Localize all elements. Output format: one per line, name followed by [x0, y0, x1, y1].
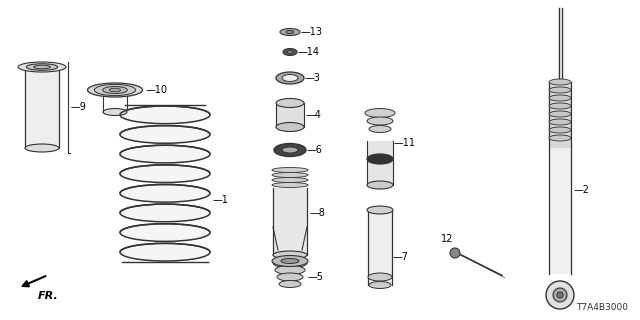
Text: —2: —2 — [574, 185, 590, 195]
Text: —1: —1 — [213, 195, 229, 205]
Ellipse shape — [120, 145, 210, 163]
Text: —11: —11 — [394, 138, 416, 148]
Ellipse shape — [549, 119, 571, 125]
Ellipse shape — [274, 143, 306, 156]
Ellipse shape — [26, 64, 58, 70]
Ellipse shape — [546, 281, 574, 309]
Ellipse shape — [286, 30, 294, 34]
Polygon shape — [273, 188, 307, 255]
Ellipse shape — [272, 255, 308, 267]
Polygon shape — [549, 82, 571, 148]
Text: T7A4B3000: T7A4B3000 — [576, 303, 628, 312]
Ellipse shape — [34, 65, 51, 69]
Ellipse shape — [102, 86, 127, 93]
Ellipse shape — [549, 87, 571, 93]
Ellipse shape — [549, 127, 571, 133]
Text: —14: —14 — [298, 47, 320, 57]
Ellipse shape — [367, 181, 393, 189]
Ellipse shape — [120, 165, 210, 182]
Ellipse shape — [103, 108, 127, 116]
Ellipse shape — [549, 79, 571, 85]
Ellipse shape — [280, 28, 300, 36]
Ellipse shape — [273, 258, 307, 268]
Ellipse shape — [282, 147, 298, 153]
Ellipse shape — [275, 266, 305, 275]
Text: —8: —8 — [310, 207, 326, 218]
Ellipse shape — [279, 281, 301, 287]
Ellipse shape — [18, 62, 66, 72]
Ellipse shape — [277, 273, 303, 281]
Ellipse shape — [120, 243, 210, 261]
Ellipse shape — [120, 106, 210, 124]
Text: —3: —3 — [305, 73, 321, 83]
Ellipse shape — [273, 251, 307, 259]
Text: —5: —5 — [308, 272, 324, 282]
Ellipse shape — [369, 125, 391, 132]
Ellipse shape — [553, 288, 567, 302]
Ellipse shape — [282, 75, 298, 82]
Polygon shape — [368, 210, 392, 285]
Ellipse shape — [120, 185, 210, 202]
Ellipse shape — [549, 111, 571, 117]
Circle shape — [450, 248, 460, 258]
Ellipse shape — [120, 126, 210, 143]
Ellipse shape — [94, 84, 136, 96]
Ellipse shape — [272, 167, 308, 172]
Ellipse shape — [272, 178, 308, 182]
Ellipse shape — [281, 259, 299, 263]
Ellipse shape — [120, 204, 210, 222]
Ellipse shape — [120, 224, 210, 241]
Ellipse shape — [367, 154, 393, 164]
Ellipse shape — [368, 273, 392, 281]
Text: —10: —10 — [145, 85, 168, 95]
Ellipse shape — [272, 182, 308, 188]
Ellipse shape — [367, 206, 393, 214]
Ellipse shape — [557, 292, 563, 298]
Ellipse shape — [549, 103, 571, 109]
Ellipse shape — [276, 99, 304, 108]
Ellipse shape — [365, 108, 395, 117]
Text: 12: 12 — [441, 234, 453, 244]
Text: FR.: FR. — [38, 291, 59, 301]
Polygon shape — [367, 141, 393, 185]
Ellipse shape — [549, 135, 571, 141]
Ellipse shape — [369, 282, 391, 289]
Text: —6: —6 — [307, 145, 323, 155]
Text: —9: —9 — [71, 102, 87, 113]
Text: —7: —7 — [393, 252, 409, 262]
Ellipse shape — [367, 117, 393, 125]
Ellipse shape — [109, 88, 120, 92]
Ellipse shape — [276, 72, 304, 84]
Ellipse shape — [287, 51, 293, 53]
Polygon shape — [276, 103, 304, 127]
Ellipse shape — [276, 123, 304, 132]
Polygon shape — [549, 148, 571, 274]
Ellipse shape — [283, 49, 297, 55]
Text: —13: —13 — [301, 27, 323, 37]
Ellipse shape — [25, 144, 59, 152]
Ellipse shape — [549, 95, 571, 101]
Polygon shape — [25, 67, 59, 148]
Ellipse shape — [272, 172, 308, 178]
Ellipse shape — [88, 83, 143, 97]
Text: —4: —4 — [306, 110, 322, 120]
